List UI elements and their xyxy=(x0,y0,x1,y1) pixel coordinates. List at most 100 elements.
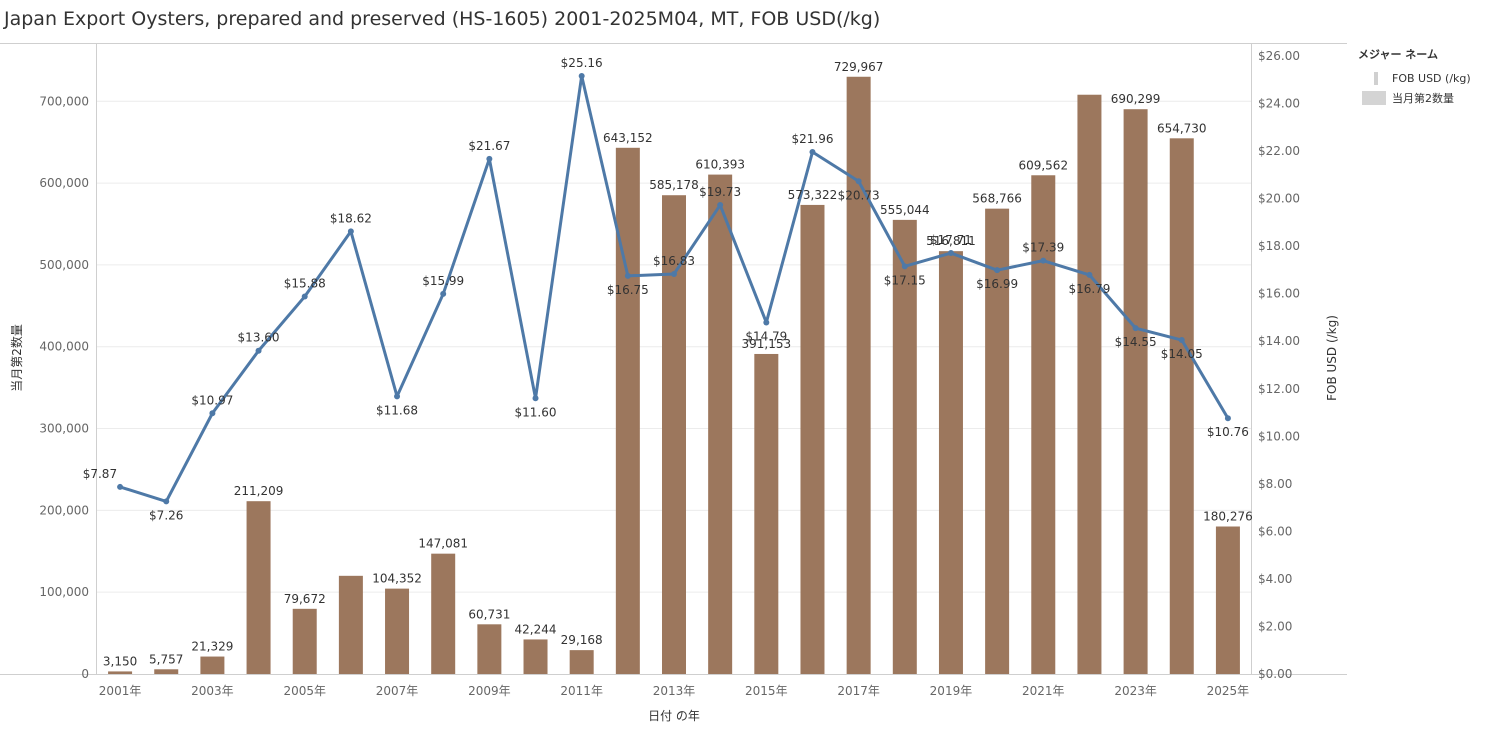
line-value-label: $16.99 xyxy=(976,277,1018,291)
line-value-label: $15.99 xyxy=(422,274,464,288)
y2-tick-label: $18.00 xyxy=(1258,239,1300,253)
line-point xyxy=(1040,257,1047,264)
bar xyxy=(1169,138,1194,674)
y2-tick-label: $12.00 xyxy=(1258,382,1300,396)
y2-tick-label: $2.00 xyxy=(1258,619,1292,633)
bar-value-label: 3,150 xyxy=(103,654,137,668)
line-point xyxy=(255,347,262,354)
line-value-label: $15.88 xyxy=(284,277,326,291)
line-value-label: $21.96 xyxy=(791,132,833,146)
line-value-label: $14.05 xyxy=(1161,347,1203,361)
data-labels: 3,150 5,757 21,329 211,209 79,672 104,352 147,… xyxy=(83,56,1253,668)
line-point xyxy=(1132,325,1139,332)
line-value-label: $16.79 xyxy=(1068,282,1110,296)
line-point xyxy=(532,395,539,402)
bar xyxy=(846,76,871,674)
line-point xyxy=(394,393,401,400)
bar xyxy=(1215,526,1240,674)
bar-value-label: 211,209 xyxy=(234,484,284,498)
bar-value-label: 104,352 xyxy=(372,572,422,586)
line-value-label: $7.26 xyxy=(149,508,183,522)
bar xyxy=(338,575,363,674)
bar-value-label: 147,081 xyxy=(418,537,468,551)
y2-tick-label: $6.00 xyxy=(1258,524,1292,538)
bar-value-label: 654,730 xyxy=(1157,121,1207,135)
bar-value-label: 180,276 xyxy=(1203,510,1253,524)
chart-title: Japan Export Oysters, prepared and prese… xyxy=(4,8,881,30)
x-tick-label: 2025年 xyxy=(1207,684,1250,698)
bar xyxy=(985,208,1010,674)
bar xyxy=(154,669,179,674)
y2-tick-label: $0.00 xyxy=(1258,667,1292,681)
bar xyxy=(523,639,548,674)
bar-value-label: 60,731 xyxy=(468,607,510,621)
y-axis-title: 当月第2数量 xyxy=(9,324,24,392)
legend: メジャー ネーム FOB USD (/kg) 当月第2数量 xyxy=(1358,46,1471,108)
x-tick-label: 2001年 xyxy=(99,684,142,698)
bar-value-label: 585,178 xyxy=(649,178,699,192)
y-tick-label: 500,000 xyxy=(39,258,89,272)
line-value-label: $25.16 xyxy=(561,56,603,70)
bar xyxy=(1123,109,1148,675)
line-point xyxy=(901,263,908,270)
line-point xyxy=(163,498,170,505)
bar-value-label: 516,811 xyxy=(926,234,976,248)
y2-tick-label: $4.00 xyxy=(1258,572,1292,586)
axes: 0 100,000 200,000 300,000 400,000 500,000 600,… xyxy=(9,49,1339,723)
line-value-label: $13.60 xyxy=(238,331,280,345)
bar-value-label: 29,168 xyxy=(561,633,603,647)
line-value-label: $16.75 xyxy=(607,283,649,297)
bar xyxy=(892,219,917,674)
bar-value-label: 555,044 xyxy=(880,203,930,217)
line-point xyxy=(947,250,954,257)
bar-series xyxy=(108,76,1240,675)
x-tick-label: 2007年 xyxy=(376,684,419,698)
y-tick-label: 600,000 xyxy=(39,176,89,190)
bar xyxy=(108,671,133,674)
line-value-label: $17.39 xyxy=(1022,241,1064,255)
x-axis-title: 日付 の年 xyxy=(648,709,700,723)
line-value-label: $14.55 xyxy=(1115,335,1157,349)
line-point xyxy=(809,149,816,156)
line-point xyxy=(578,72,585,79)
line-value-label: $19.73 xyxy=(699,185,741,199)
y2-tick-label: $8.00 xyxy=(1258,477,1292,491)
y-tick-label: 0 xyxy=(81,667,89,681)
line-point xyxy=(347,228,354,235)
legend-bar-swatch xyxy=(1362,91,1386,105)
bar-value-label: 21,329 xyxy=(191,640,233,654)
line-value-label: $10.76 xyxy=(1207,425,1249,439)
bar-value-label: 690,299 xyxy=(1111,92,1161,106)
line-value-label: $7.87 xyxy=(83,467,117,481)
y-tick-label: 400,000 xyxy=(39,340,89,354)
y-tick-label: 300,000 xyxy=(39,422,89,436)
line-value-label: $18.62 xyxy=(330,211,372,225)
legend-label-quantity: 当月第2数量 xyxy=(1392,92,1454,105)
legend-item-fob[interactable]: FOB USD (/kg) xyxy=(1358,68,1471,88)
y2-tick-label: $26.00 xyxy=(1258,49,1300,63)
y2-axis-title: FOB USD (/kg) xyxy=(1325,315,1339,401)
line-value-label: $11.68 xyxy=(376,403,418,417)
line-value-label: $21.67 xyxy=(468,139,510,153)
line-series xyxy=(117,72,1231,505)
line-point xyxy=(440,290,447,297)
bar xyxy=(569,650,594,674)
y2-tick-label: $16.00 xyxy=(1258,287,1300,301)
bar xyxy=(385,588,410,674)
bar xyxy=(754,353,779,674)
x-tick-label: 2023年 xyxy=(1114,684,1157,698)
legend-item-quantity[interactable]: 当月第2数量 xyxy=(1358,88,1471,108)
bar xyxy=(938,251,963,674)
line-value-label: $14.79 xyxy=(745,329,787,343)
y2-tick-label: $22.00 xyxy=(1258,144,1300,158)
bar-value-label: 568,766 xyxy=(972,192,1022,206)
bar-value-label: 573,322 xyxy=(788,188,838,202)
bar-value-label: 42,244 xyxy=(515,622,557,636)
line-point xyxy=(763,319,770,326)
bar xyxy=(292,608,317,674)
bar-value-label: 391,153 xyxy=(742,337,792,351)
line-value-label: $16.83 xyxy=(653,254,695,268)
x-tick-label: 2011年 xyxy=(560,684,603,698)
y-tick-label: 200,000 xyxy=(39,503,89,517)
